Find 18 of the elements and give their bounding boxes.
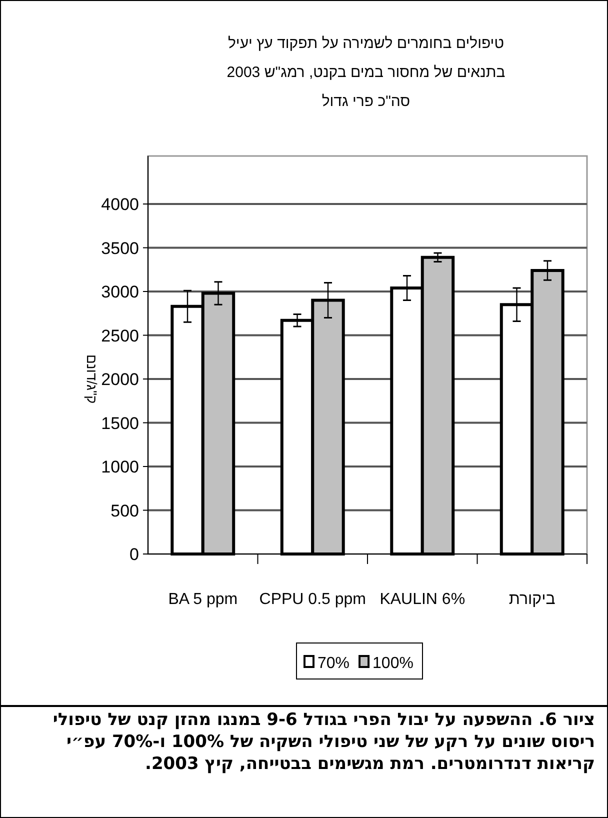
y-axis-title: ק"ג/דונם — [84, 354, 100, 404]
y-tick-label: 1500 — [101, 414, 139, 433]
y-tick-label: 3000 — [101, 282, 139, 302]
x-tick-label: CPPU 0.5 ppm — [259, 591, 366, 608]
y-tick-label: 2000 — [101, 370, 139, 389]
y-tick-label: 4000 — [101, 195, 139, 214]
text: ציור 6. ההשפעה על יבול הפרי בגודל 9-6 במנגו מהזן קנט של טיפולי ריסוס שונים על רקע של שני טיפולי השקיה של 100% ו-70% עפ״י קריאות דנדרומטרים. רמת מגשימים בבטייחה, קיץ 2003. — [52, 709, 595, 775]
y-tick-label: 500 — [110, 501, 139, 520]
y-tick-label: 0 — [130, 545, 139, 564]
chart-title: טיפולים בחומרים לשמירה על תפקוד עץ יעיל בתנאים של מחסור במים בקנט, רמג"ש 2003 סה"כ פרי גדול — [226, 35, 506, 110]
y-tick-label: 1000 — [101, 458, 139, 476]
y-tick-label: 3500 — [101, 238, 139, 258]
y-tick-label: 2500 — [101, 326, 139, 346]
x-tick-label: KAULIN 6% — [380, 591, 466, 608]
x-tick-label: ביקורת — [508, 591, 556, 608]
legend-label: 100% — [372, 655, 414, 672]
x-tick-label: BA 5 ppm — [168, 591, 238, 608]
legend-label: 70% — [318, 655, 350, 672]
